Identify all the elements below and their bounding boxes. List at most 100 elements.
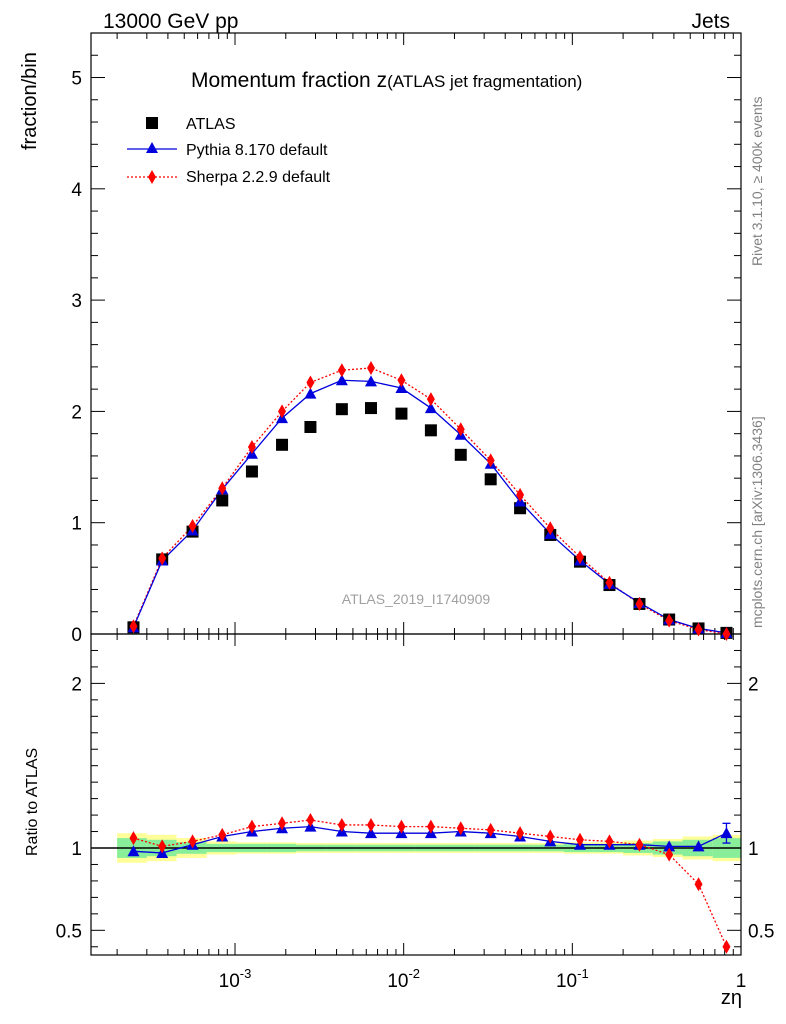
- sherpa-point-12: [486, 453, 495, 468]
- atlas-point-4: [245, 465, 258, 478]
- sherpa-ratio-point-0: [129, 831, 138, 846]
- y-axis-label-top: fraction/bin: [19, 52, 41, 150]
- top-y-tick-label-3: 3: [71, 291, 82, 312]
- bottom-y-tick-label-left-1: 1: [71, 839, 82, 860]
- atlas-point-10: [424, 424, 437, 437]
- atlas-point-9: [395, 407, 408, 420]
- sherpa-point-8: [366, 361, 375, 376]
- sherpa-ratio-point-6: [306, 813, 315, 828]
- x-tick-label-3: 1: [736, 971, 747, 992]
- sherpa-ratio-point-14: [546, 829, 555, 844]
- mcplots-credit-label: mcplots.cern.ch [arXiv:1306.3436]: [749, 416, 765, 628]
- sherpa-point-5: [278, 404, 287, 419]
- sherpa-point-20: [722, 627, 731, 641]
- sherpa-ratio-point-16: [605, 834, 614, 849]
- atlas-point-6: [304, 420, 317, 433]
- pythia-point-8: [364, 375, 377, 387]
- sherpa-point-1: [158, 551, 167, 566]
- sherpa-ratio-point-20: [722, 939, 731, 954]
- sherpa-ratio-point-5: [278, 816, 287, 831]
- header-observable-label: Jets: [691, 10, 730, 33]
- sherpa-point-18: [665, 613, 674, 628]
- x-tick-label-base: 10: [387, 971, 408, 992]
- pythia-ratio-point-19: [692, 840, 705, 852]
- sherpa-point-4: [247, 440, 256, 455]
- x-tick-label-base: 1: [736, 971, 747, 992]
- bottom-y-tick-label-right-1: 1: [748, 839, 759, 860]
- sherpa-point-13: [516, 487, 525, 502]
- sherpa-point-9: [397, 373, 406, 388]
- legend-marker-atlas: [146, 117, 158, 129]
- sherpa-point-14: [546, 521, 555, 536]
- sherpa-ratio-point-10: [426, 819, 435, 834]
- legend-marker-sherpa: [148, 170, 156, 184]
- sherpa-ratio-point-4: [247, 819, 256, 834]
- bottom-y-tick-label-left-0: 0.5: [56, 921, 82, 942]
- sherpa-ratio-point-1: [158, 839, 167, 854]
- top-y-tick-label-0: 0: [71, 625, 82, 646]
- chart-title: Momentum fraction z(ATLAS jet fragmentat…: [191, 69, 582, 92]
- sherpa-point-10: [426, 392, 435, 407]
- pythia-ratio-point-18: [663, 840, 676, 852]
- sherpa-point-2: [188, 519, 197, 534]
- sherpa-ratio-point-9: [397, 819, 406, 834]
- bottom-panel-frame: [90, 633, 742, 956]
- top-y-tick-label-1: 1: [71, 514, 82, 535]
- y-axis-label-bottom: Ratio to ATLAS: [24, 748, 41, 856]
- bottom-y-tick-label-right-0: 0.5: [748, 921, 774, 942]
- chart-title-sub: (ATLAS jet fragmentation): [387, 72, 582, 91]
- pythia-point-6: [304, 387, 317, 399]
- sherpa-point-16: [605, 575, 614, 590]
- legend: ATLAS Pythia 8.170 default Sherpa 2.2.9 …: [127, 116, 331, 186]
- sherpa-point-15: [575, 550, 584, 565]
- header-process-label: 13000 GeV pp: [103, 10, 238, 33]
- sherpa-ratio-point-2: [188, 834, 197, 849]
- x-tick-label-base: 10: [219, 971, 240, 992]
- x-tick-label-exponent: -3: [240, 966, 252, 981]
- sherpa-ratio-point-19: [694, 877, 703, 892]
- atlas-point-3: [216, 494, 229, 507]
- sherpa-ratio-point-12: [486, 822, 495, 837]
- bottom-y-tick-label-left-2: 2: [71, 674, 82, 695]
- pythia-point-10: [424, 402, 437, 414]
- pythia-point-9: [395, 382, 408, 394]
- legend-marker-pythia: [146, 142, 158, 153]
- sherpa-point-7: [337, 363, 346, 378]
- x-tick-label-exponent: -2: [408, 966, 420, 981]
- legend-label-atlas: ATLAS: [186, 116, 236, 133]
- sherpa-ratio-point-18: [665, 847, 674, 862]
- atlas-point-5: [276, 438, 289, 451]
- x-tick-label-2: 10-1: [556, 966, 589, 992]
- x-tick-label-0: 10-3: [219, 966, 252, 992]
- top-y-tick-label-5: 5: [71, 69, 82, 90]
- sherpa-ratio-point-17: [635, 837, 644, 852]
- chart-title-main: Momentum fraction z: [191, 69, 387, 92]
- bottom-y-tick-label-right-2: 2: [748, 674, 759, 695]
- pythia-ratio-point-8: [364, 827, 377, 839]
- pythia-ratio-point-0: [127, 845, 140, 857]
- sherpa-point-3: [218, 481, 227, 496]
- x-axis-label: zη: [721, 987, 742, 1009]
- top-y-tick-label-2: 2: [71, 402, 82, 423]
- sherpa-ratio-point-8: [366, 817, 375, 832]
- sherpa-ratio-point-3: [218, 827, 227, 842]
- atlas-point-8: [364, 402, 377, 415]
- atlas-point-12: [484, 473, 497, 486]
- x-tick-label-exponent: -1: [577, 966, 589, 981]
- sherpa-point-0: [129, 619, 138, 634]
- sherpa-ratio-point-15: [575, 832, 584, 847]
- sherpa-point-11: [456, 422, 465, 437]
- legend-label-pythia: Pythia 8.170 default: [186, 142, 328, 159]
- sherpa-ratio-point-13: [516, 826, 525, 841]
- analysis-watermark: ATLAS_2019_I1740909: [342, 591, 491, 607]
- atlas-point-11: [454, 448, 467, 461]
- sherpa-point-19: [694, 622, 703, 637]
- sherpa-point-6: [306, 375, 315, 390]
- legend-label-sherpa: Sherpa 2.2.9 default: [186, 169, 331, 186]
- atlas-point-7: [335, 403, 348, 416]
- x-tick-label-1: 10-2: [387, 966, 420, 992]
- sherpa-point-17: [635, 596, 644, 611]
- rivet-version-label: Rivet 3.1.10, ≥ 400k events: [749, 96, 765, 266]
